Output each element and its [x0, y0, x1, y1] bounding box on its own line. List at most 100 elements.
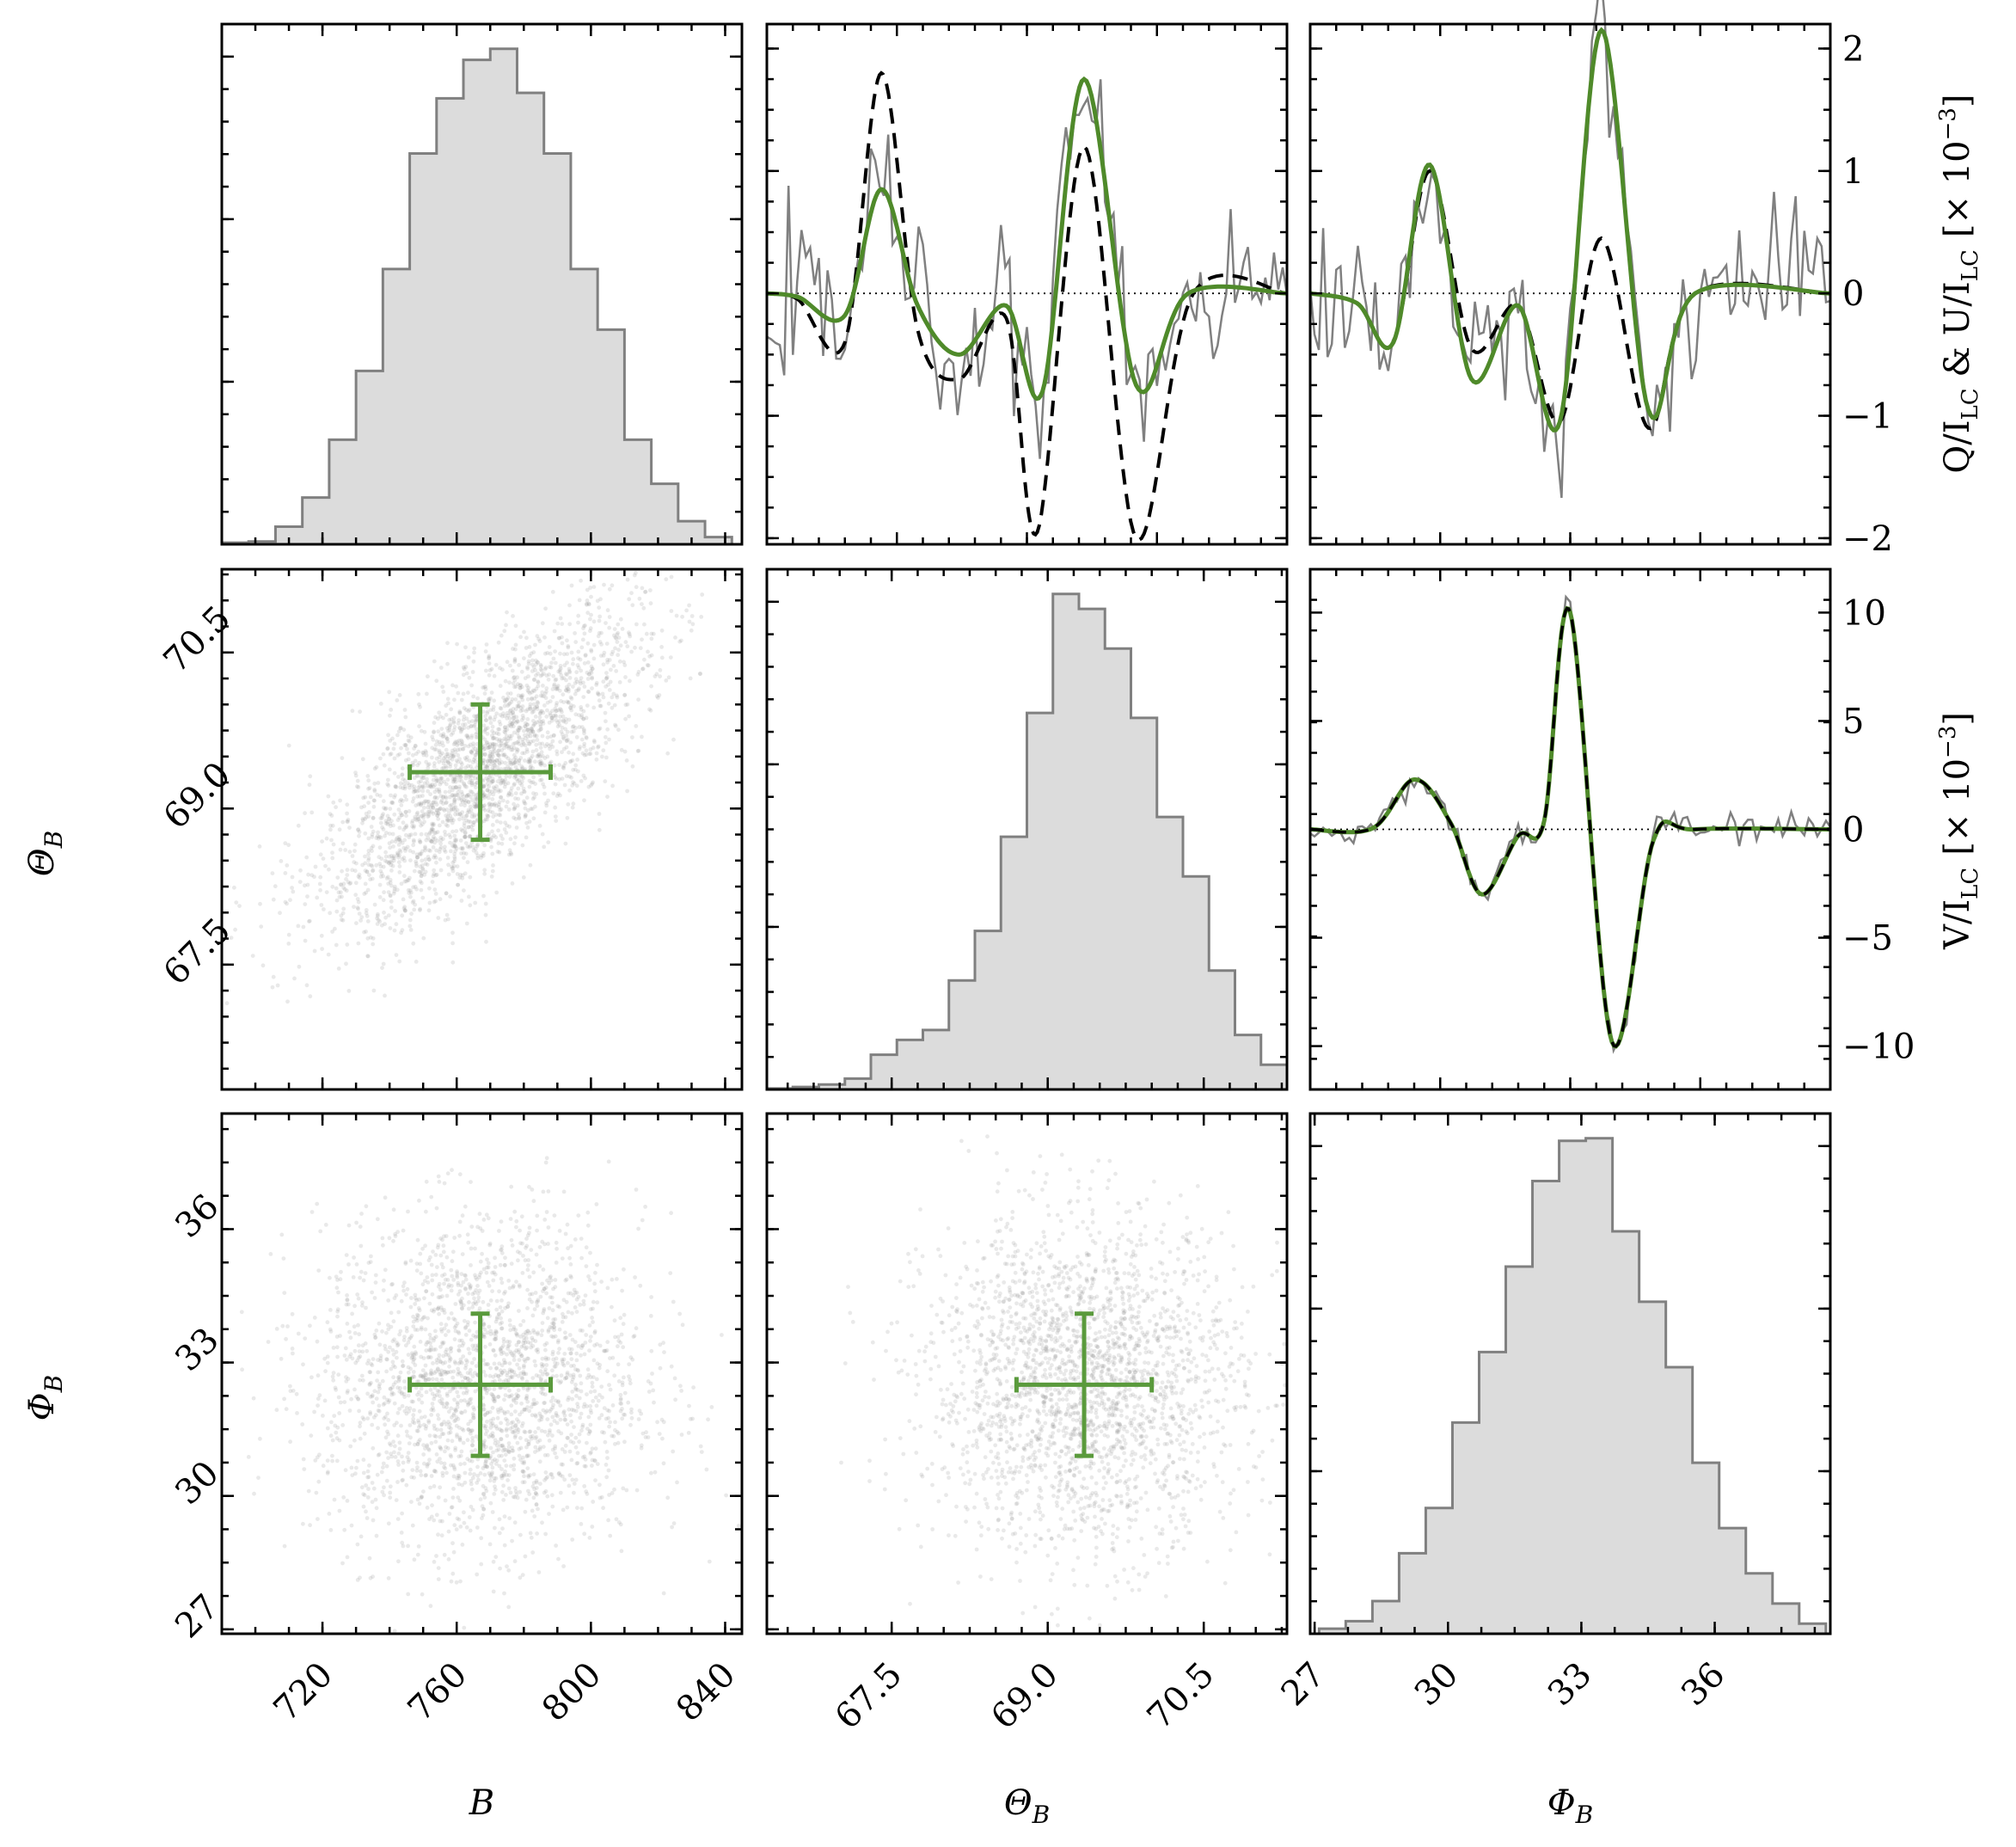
scatter-point — [529, 1345, 533, 1350]
scatter-point — [434, 807, 439, 813]
scatter-point — [679, 1389, 683, 1393]
scatter-point — [341, 886, 346, 890]
scatter-point — [454, 784, 458, 789]
scatter-point — [491, 736, 495, 741]
scatter-point — [511, 761, 516, 766]
scatter-point — [483, 1432, 488, 1437]
scatter-point — [534, 733, 539, 739]
scatter-point — [504, 697, 509, 703]
scatter-point — [279, 859, 284, 863]
scatter-point — [537, 1445, 542, 1450]
scatter-point — [555, 684, 561, 688]
scatter-point — [567, 759, 573, 764]
scatter-point — [605, 1456, 610, 1460]
scatter-point — [432, 868, 437, 873]
scatter-point — [421, 806, 426, 810]
scatter-point — [450, 754, 456, 758]
scatter-point — [435, 778, 439, 782]
scatter-point — [561, 700, 567, 704]
scatter-point — [531, 702, 536, 707]
scatter-point — [431, 1361, 435, 1365]
scatter-point — [516, 719, 520, 724]
scatter-point — [471, 792, 476, 797]
scatter-point — [445, 696, 450, 702]
scatter-point — [485, 788, 490, 793]
scatter-point — [463, 1286, 468, 1291]
scatter-point — [488, 1365, 493, 1371]
scatter-point — [419, 1325, 424, 1330]
scatter-point — [458, 775, 463, 779]
scatter-point — [494, 890, 499, 895]
scatter-point — [482, 843, 487, 848]
scatter-point — [381, 864, 386, 869]
scatter-point — [337, 1411, 342, 1415]
scatter-point — [486, 746, 491, 751]
scatter-point — [565, 1505, 570, 1510]
scatter-point — [438, 1322, 444, 1327]
scatter-point — [506, 852, 512, 857]
scatter-point — [677, 639, 683, 644]
scatter-point — [531, 1397, 536, 1402]
scatter-point — [550, 745, 555, 749]
scatter-point — [444, 764, 448, 769]
scatter-point — [509, 745, 513, 749]
scatter-panel-B-PhiB — [220, 1112, 744, 1635]
scatter-point — [423, 1446, 427, 1451]
scatter-point — [608, 1533, 613, 1538]
scatter-point — [345, 1555, 350, 1560]
panel-frame — [765, 568, 1289, 1091]
scatter-point — [655, 1420, 659, 1425]
scatter-point — [340, 819, 346, 825]
scatter-point — [543, 1470, 548, 1475]
scatter-point — [377, 862, 383, 866]
scatter-point — [436, 729, 441, 734]
scatter-point — [522, 789, 527, 795]
scatter-point — [409, 1334, 414, 1338]
scatter-point — [519, 764, 524, 769]
scatter-point — [591, 705, 597, 710]
scatter-point — [290, 874, 295, 880]
scatter-point — [377, 834, 382, 839]
scatter-point — [429, 828, 434, 832]
scatter-point — [392, 812, 397, 817]
scatter-point — [548, 1422, 554, 1427]
scatter-point — [441, 733, 446, 739]
scatter-point — [463, 1480, 468, 1485]
scatter-point — [636, 670, 641, 674]
scatter-point — [386, 913, 391, 917]
scatter-point — [530, 1550, 536, 1555]
scatter-point — [481, 1218, 487, 1222]
scatter-point — [271, 974, 276, 979]
scatter-point — [469, 773, 474, 778]
scatter-point — [352, 1255, 356, 1260]
scatter-point — [590, 1525, 595, 1529]
scatter-point — [384, 1478, 389, 1483]
scatter-point — [465, 860, 470, 865]
scatter-point — [432, 764, 437, 769]
scatter-point — [514, 747, 519, 752]
scatter-point — [525, 1328, 530, 1334]
scatter-point — [429, 1440, 434, 1445]
scatter-point — [518, 709, 524, 714]
scatter-point — [531, 816, 536, 821]
scatter-point — [616, 727, 621, 733]
scatter-point — [425, 780, 430, 785]
scatter-point — [352, 860, 357, 864]
scatter-point — [463, 744, 468, 748]
scatter-point — [502, 752, 507, 757]
scatter-point — [473, 1246, 477, 1251]
scatter-point — [377, 882, 383, 887]
scatter-point — [499, 1298, 504, 1303]
scatter-point — [458, 1462, 463, 1467]
scatter-point — [558, 666, 563, 671]
scatter-point — [591, 780, 595, 785]
scatter-point — [438, 776, 443, 782]
scatter-point — [355, 784, 359, 789]
scatter-point — [540, 831, 545, 837]
scatter-point — [484, 1212, 489, 1218]
scatter-point — [378, 820, 383, 825]
scatter-point — [519, 669, 524, 674]
scatter-point — [540, 733, 545, 739]
scatter-point — [491, 863, 495, 868]
scatter-point — [579, 1411, 584, 1416]
